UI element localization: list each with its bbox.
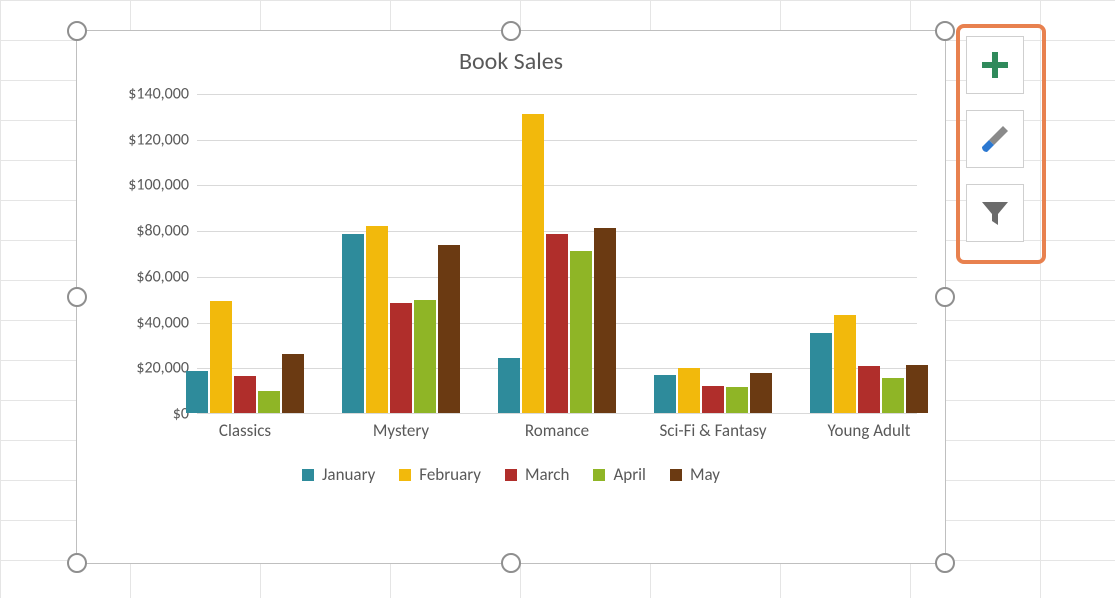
selection-handle[interactable] bbox=[67, 21, 87, 41]
y-tick-label: $120,000 bbox=[99, 130, 189, 149]
bar-group bbox=[810, 94, 928, 413]
legend-label: February bbox=[419, 464, 481, 485]
legend-swatch bbox=[399, 469, 411, 481]
bar[interactable] bbox=[414, 300, 436, 413]
legend-item[interactable]: February bbox=[399, 464, 481, 485]
bar[interactable] bbox=[906, 365, 928, 413]
x-tick-label: Classics bbox=[219, 420, 271, 441]
bar[interactable] bbox=[186, 371, 208, 413]
y-tick-label: $140,000 bbox=[99, 85, 189, 104]
bar[interactable] bbox=[546, 234, 568, 413]
legend-swatch bbox=[670, 469, 682, 481]
bar[interactable] bbox=[750, 373, 772, 413]
plus-icon bbox=[980, 50, 1010, 80]
bar[interactable] bbox=[834, 315, 856, 413]
selection-handle[interactable] bbox=[501, 21, 521, 41]
legend-item[interactable]: April bbox=[593, 464, 646, 485]
x-tick-label: Young Adult bbox=[828, 420, 911, 441]
bar[interactable] bbox=[498, 358, 520, 413]
legend-item[interactable]: March bbox=[505, 464, 569, 485]
legend-swatch bbox=[505, 469, 517, 481]
bar[interactable] bbox=[438, 245, 460, 413]
x-axis-labels: Classics Mystery Romance Sci-Fi & Fantasy Yo… bbox=[97, 414, 917, 446]
x-tick-label: Sci-Fi & Fantasy bbox=[659, 420, 766, 441]
selection-handle[interactable] bbox=[935, 553, 955, 573]
legend-label: May bbox=[690, 464, 720, 485]
y-tick-label: $20,000 bbox=[99, 359, 189, 378]
bar[interactable] bbox=[594, 228, 616, 413]
chart-elements-button[interactable] bbox=[966, 36, 1024, 94]
selection-handle[interactable] bbox=[67, 553, 87, 573]
bar[interactable] bbox=[366, 226, 388, 413]
bar[interactable] bbox=[858, 366, 880, 413]
bar[interactable] bbox=[210, 301, 232, 413]
legend-item[interactable]: January bbox=[302, 464, 375, 485]
legend-label: March bbox=[525, 464, 569, 485]
legend-label: January bbox=[322, 464, 375, 485]
y-tick-label: $60,000 bbox=[99, 267, 189, 286]
plot-area[interactable] bbox=[197, 94, 917, 414]
bar-group bbox=[654, 94, 772, 413]
bar[interactable] bbox=[234, 376, 256, 413]
bar[interactable] bbox=[882, 378, 904, 413]
plot-area-wrap: $0$20,000$40,000$60,000$80,000$100,000$1… bbox=[97, 94, 917, 414]
chart-legend[interactable]: January February March April May bbox=[77, 464, 945, 485]
funnel-icon bbox=[979, 197, 1011, 229]
bar[interactable] bbox=[678, 368, 700, 413]
y-tick-label: $40,000 bbox=[99, 313, 189, 332]
bar[interactable] bbox=[342, 234, 364, 413]
legend-item[interactable]: May bbox=[670, 464, 720, 485]
bar-group bbox=[186, 94, 304, 413]
bar-group bbox=[498, 94, 616, 413]
legend-label: April bbox=[613, 464, 646, 485]
chart-filters-button[interactable] bbox=[966, 184, 1024, 242]
brush-icon bbox=[978, 122, 1012, 156]
bar[interactable] bbox=[810, 333, 832, 413]
selection-handle[interactable] bbox=[501, 553, 521, 573]
bar-group bbox=[342, 94, 460, 413]
bar[interactable] bbox=[570, 251, 592, 413]
chart-side-controls bbox=[966, 36, 1026, 242]
y-tick-label: $80,000 bbox=[99, 222, 189, 241]
y-tick-label: $100,000 bbox=[99, 176, 189, 195]
selection-handle[interactable] bbox=[935, 287, 955, 307]
legend-swatch bbox=[593, 469, 605, 481]
x-tick-label: Romance bbox=[525, 420, 589, 441]
selection-handle[interactable] bbox=[67, 287, 87, 307]
bar[interactable] bbox=[654, 375, 676, 413]
bar[interactable] bbox=[726, 387, 748, 413]
y-axis: $0$20,000$40,000$60,000$80,000$100,000$1… bbox=[97, 94, 193, 414]
legend-swatch bbox=[302, 469, 314, 481]
chart-styles-button[interactable] bbox=[966, 110, 1024, 168]
selection-handle[interactable] bbox=[935, 21, 955, 41]
chart-object[interactable]: Book Sales $0$20,000$40,000$60,000$80,00… bbox=[76, 30, 946, 564]
bar[interactable] bbox=[522, 114, 544, 413]
bar[interactable] bbox=[390, 303, 412, 413]
bar[interactable] bbox=[258, 391, 280, 413]
bar[interactable] bbox=[282, 354, 304, 413]
x-tick-label: Mystery bbox=[373, 420, 429, 441]
bar[interactable] bbox=[702, 386, 724, 413]
